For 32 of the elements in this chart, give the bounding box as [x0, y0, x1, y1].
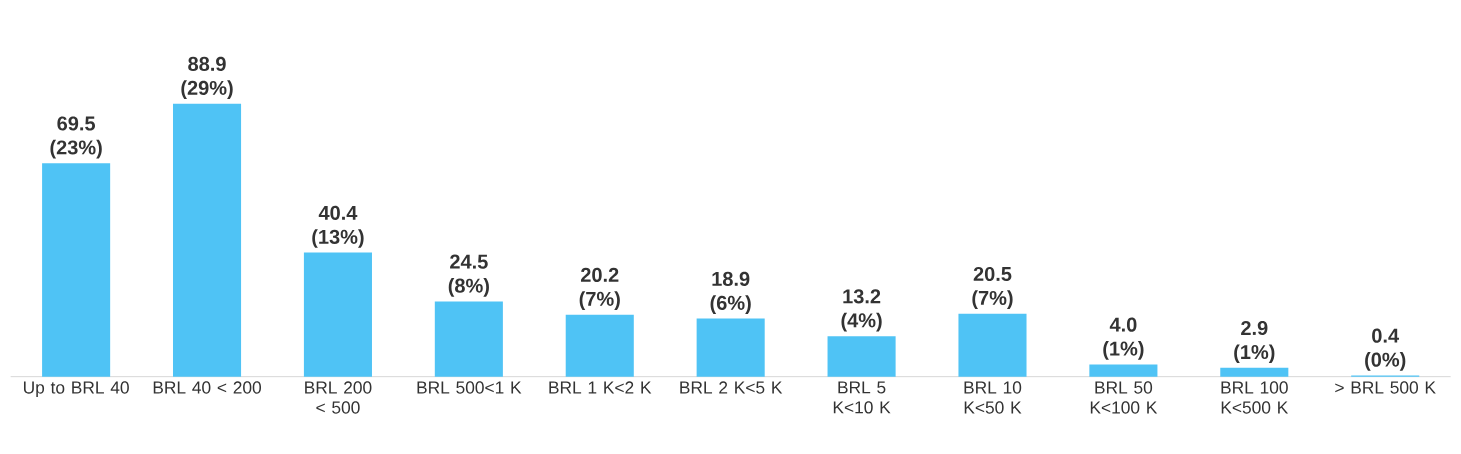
data-label: 20.2 (7%) — [579, 267, 620, 310]
x-tick-label: Up to BRL 40 — [23, 381, 129, 398]
data-label: 24.5 (8%) — [448, 254, 489, 297]
bar — [1220, 367, 1289, 377]
data-label: 69.5 (23%) — [50, 116, 102, 159]
bar — [565, 314, 634, 377]
x-tick-label: BRL 1 K<2 K — [549, 381, 652, 394]
data-label: 40.4 (13%) — [312, 205, 364, 248]
x-tick-label: BRL 500<1 K — [417, 381, 522, 394]
data-label: 20.5 (7%) — [972, 266, 1013, 309]
bar — [827, 336, 896, 377]
x-tick-label: BRL 2 K<5 K — [680, 381, 783, 394]
x-tick-label: > BRL 500 K — [1335, 381, 1436, 394]
data-label: 2.9 (1%) — [1234, 320, 1275, 364]
x-tick-label: BRL 50 K<100 K — [1090, 381, 1158, 414]
bar — [42, 163, 111, 377]
bar — [303, 252, 372, 377]
x-tick-label: BRL 10 K<50 K — [964, 381, 1022, 414]
data-label: 18.9 (6%) — [710, 271, 751, 314]
data-label: 13.2 (4%) — [841, 289, 882, 332]
bar — [434, 301, 503, 377]
data-label: 4.0 (1%) — [1103, 317, 1144, 360]
x-tick-label: BRL 40 < 200 — [153, 381, 262, 394]
x-tick-label: BRL 100 K<500 K — [1221, 381, 1289, 414]
bar — [1089, 364, 1158, 377]
x-tick-label: BRL 5 K<10 K — [833, 381, 891, 414]
x-tick-label: BRL 200 < 500 — [305, 381, 372, 414]
bar — [696, 318, 765, 377]
data-label: 88.9 (29%) — [181, 56, 233, 99]
bar — [173, 103, 242, 377]
bar — [958, 313, 1027, 377]
data-label: 0.4 (0%) — [1365, 328, 1406, 371]
